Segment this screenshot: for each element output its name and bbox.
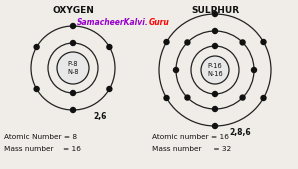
Text: Mass number    = 16: Mass number = 16 bbox=[4, 146, 81, 152]
Circle shape bbox=[70, 40, 76, 46]
Circle shape bbox=[260, 95, 267, 101]
Circle shape bbox=[212, 91, 218, 97]
Text: Guru: Guru bbox=[149, 18, 170, 27]
Circle shape bbox=[212, 28, 218, 34]
Circle shape bbox=[57, 52, 89, 84]
Text: Atomic Number = 8: Atomic Number = 8 bbox=[4, 134, 77, 140]
Text: SamacheerKalvi.: SamacheerKalvi. bbox=[77, 18, 149, 27]
Circle shape bbox=[251, 67, 257, 73]
Circle shape bbox=[70, 107, 76, 113]
Circle shape bbox=[33, 86, 40, 92]
Text: 2,8,6: 2,8,6 bbox=[229, 128, 251, 137]
Circle shape bbox=[239, 39, 246, 46]
Circle shape bbox=[212, 123, 218, 129]
Text: Atomic number = 16: Atomic number = 16 bbox=[152, 134, 229, 140]
Text: P-8
N-8: P-8 N-8 bbox=[67, 61, 79, 75]
Text: P-16
N-16: P-16 N-16 bbox=[207, 63, 223, 77]
Circle shape bbox=[239, 94, 246, 101]
Circle shape bbox=[106, 44, 113, 50]
Circle shape bbox=[212, 43, 218, 49]
Circle shape bbox=[70, 90, 76, 96]
Circle shape bbox=[173, 67, 179, 73]
Circle shape bbox=[212, 106, 218, 112]
Circle shape bbox=[201, 56, 229, 84]
Circle shape bbox=[163, 39, 170, 45]
Circle shape bbox=[184, 39, 191, 46]
Circle shape bbox=[70, 23, 76, 29]
Circle shape bbox=[163, 95, 170, 101]
Text: Mass number     = 32: Mass number = 32 bbox=[152, 146, 231, 152]
Text: OXYGEN: OXYGEN bbox=[52, 6, 94, 15]
Text: 2,6: 2,6 bbox=[93, 112, 107, 121]
Circle shape bbox=[260, 39, 267, 45]
Circle shape bbox=[106, 86, 113, 92]
Circle shape bbox=[184, 94, 191, 101]
Text: SULPHUR: SULPHUR bbox=[191, 6, 239, 15]
Circle shape bbox=[33, 44, 40, 50]
Circle shape bbox=[212, 11, 218, 17]
